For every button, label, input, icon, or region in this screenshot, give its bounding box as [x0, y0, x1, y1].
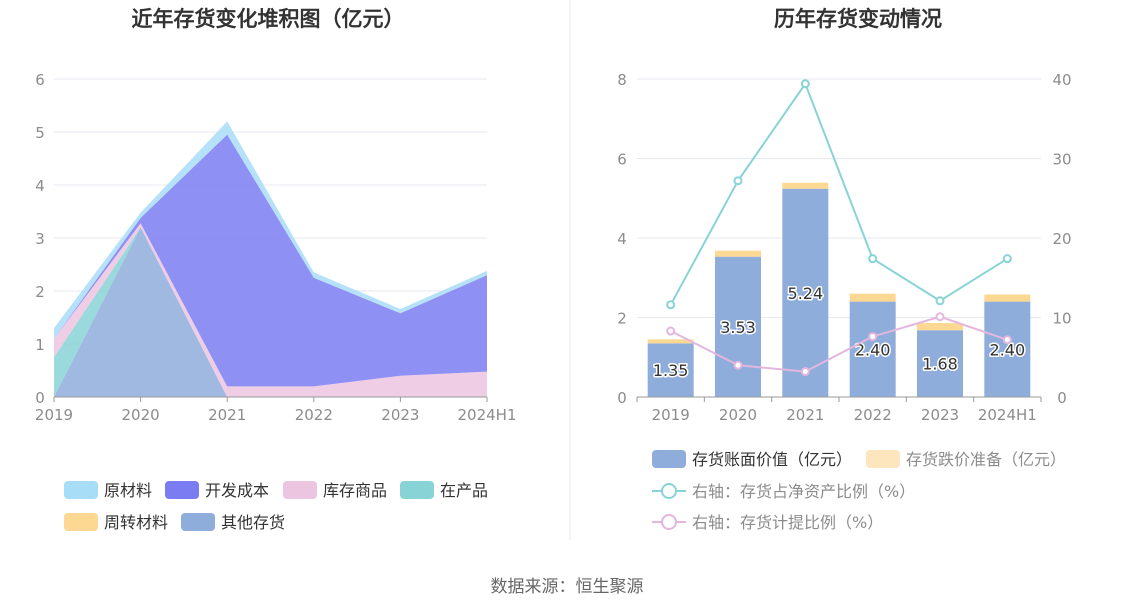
- legend-label: 右轴：存货占净资产比例（%）: [692, 482, 915, 501]
- bar-book-value: [782, 188, 829, 397]
- legend-label: 存货账面价值（亿元）: [692, 450, 852, 469]
- line-provision-ratio-point: [935, 312, 945, 322]
- line-provision-ratio-point: [666, 326, 676, 336]
- left-chart-title: 近年存货变化堆积图（亿元）: [132, 7, 405, 31]
- legend-swatch: [64, 481, 98, 499]
- y-tick-label: 6: [617, 151, 627, 169]
- legend-label: 在产品: [440, 481, 488, 500]
- x-tick-label: 2024H1: [978, 406, 1037, 424]
- bar-book-value: [715, 256, 761, 397]
- line-net-asset-ratio-point: [935, 296, 945, 306]
- x-tick-label: 2020: [122, 406, 160, 424]
- x-tick-label: 2020: [719, 406, 757, 424]
- y2-tick-label: 20: [1052, 230, 1071, 248]
- bar-provision: [917, 323, 963, 331]
- right-combo-chart: 0 2 4 6 8 0 10 20 30 40 1.35 3.53 5.24 2.40 1.68 2.40 20…: [617, 71, 1071, 424]
- right-chart-title: 历年存货变动情况: [774, 7, 942, 31]
- y-tick-label: 1: [35, 336, 45, 354]
- legend-label: 原材料: [104, 481, 152, 500]
- y-tick-label: 3: [35, 230, 45, 248]
- bar-data-label: 1.68: [922, 355, 958, 374]
- x-tick-label: 2022: [295, 406, 333, 424]
- line-provision-ratio-point: [1002, 335, 1012, 345]
- line-net-asset-ratio-point: [868, 254, 878, 264]
- line-net-asset-ratio-point: [733, 176, 743, 186]
- bar-data-label: 3.53: [720, 318, 756, 337]
- x-tick-label: 2019: [652, 406, 690, 424]
- legend-swatch: [64, 513, 98, 531]
- y2-tick-label: 40: [1052, 71, 1071, 89]
- y-tick-label: 0: [617, 389, 627, 407]
- area-series-4: [54, 134, 487, 387]
- y-tick-label: 6: [35, 71, 45, 89]
- bar-data-label: 2.40: [990, 340, 1026, 359]
- legend-label: 开发成本: [205, 481, 269, 500]
- line-net-asset-ratio-point: [800, 79, 810, 89]
- x-tick-label: 2023: [921, 406, 959, 424]
- legend-label: 库存商品: [323, 481, 387, 500]
- line-provision-ratio-point: [868, 332, 878, 342]
- y-tick-label: 8: [617, 71, 627, 89]
- y2-tick-label: 10: [1052, 310, 1071, 328]
- y-tick-label: 5: [35, 124, 45, 142]
- x-tick-label: 2022: [854, 406, 892, 424]
- bar-provision: [715, 250, 761, 257]
- y2-tick-label: 30: [1052, 151, 1071, 169]
- bar-data-label: 1.35: [653, 361, 689, 380]
- y-tick-label: 0: [35, 389, 45, 407]
- bar-provision: [782, 182, 829, 189]
- legend-label: 存货跌价准备（亿元）: [906, 450, 1066, 469]
- bar-provision: [647, 339, 694, 344]
- legend-swatch: [866, 450, 900, 468]
- bar-book-value: [849, 301, 896, 397]
- legend-label: 右轴：存货计提比例（%）: [692, 513, 883, 532]
- legend-swatch: [165, 481, 199, 499]
- legend-swatch: [652, 450, 686, 468]
- line-net-asset-ratio-point: [1002, 254, 1012, 264]
- y-tick-label: 4: [35, 177, 45, 195]
- data-source: 数据来源：恒生聚源: [491, 577, 644, 597]
- legend-label: 周转材料: [104, 513, 168, 532]
- bar-data-label: 5.24: [788, 284, 824, 303]
- line-provision-ratio-point: [733, 360, 743, 370]
- x-tick-label: 2021: [786, 406, 824, 424]
- x-tick-label: 2023: [381, 406, 419, 424]
- legend-label: 其他存货: [221, 513, 285, 532]
- x-tick-label: 2019: [35, 406, 73, 424]
- left-area-chart: 0 1 2 3 4 5 6 2019 2020 2021 2022 2023 2024H1: [35, 71, 517, 424]
- line-net-asset-ratio-point: [666, 300, 676, 310]
- y-tick-label: 2: [35, 283, 45, 301]
- legend-swatch: [400, 481, 434, 499]
- y-tick-label: 4: [617, 230, 627, 248]
- legend-swatch: [283, 481, 317, 499]
- bar-data-label: 2.40: [855, 340, 891, 359]
- area-series-3: [54, 223, 487, 397]
- right-legend: 存货账面价值（亿元） 存货跌价准备（亿元） 右轴：存货占净资产比例（%） 右轴：存货计…: [652, 450, 1066, 532]
- y2-tick-label: 0: [1057, 389, 1067, 407]
- legend-line-marker: [661, 514, 677, 530]
- bar-book-value: [647, 343, 694, 397]
- legend-swatch: [181, 513, 215, 531]
- x-tick-label: 2024H1: [458, 406, 517, 424]
- line-provision-ratio: [670, 315, 1008, 373]
- x-tick-label: 2021: [208, 406, 246, 424]
- bar-provision: [984, 294, 1031, 302]
- line-provision-ratio-point: [800, 367, 810, 377]
- bar-book-value: [917, 330, 963, 397]
- line-net-asset-ratio: [669, 81, 1008, 306]
- bar-book-value: [984, 301, 1031, 397]
- y-tick-label: 2: [617, 310, 627, 328]
- bar-provision: [849, 293, 896, 302]
- legend-line-marker: [661, 483, 677, 499]
